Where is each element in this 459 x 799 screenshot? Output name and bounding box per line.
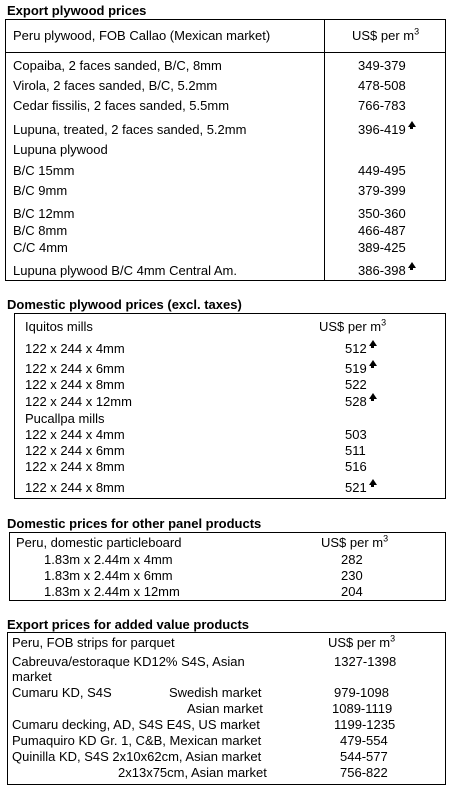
row-price: 519 [345,360,377,376]
added-value-table: Peru, FOB strips for parquet US$ per m3 … [7,632,446,785]
up-arrow-icon [407,121,416,129]
row-price: 544-577 [340,749,388,764]
row-price: 528 [345,393,377,409]
row-name: 2x13x75cm, Asian market [118,765,267,780]
domestic-plywood-table: Iquitos mills US$ per m3 122 x 244 x 4mm… [14,313,446,499]
header-left: Peru, FOB strips for parquet [12,635,175,650]
row-name: Lupuna, treated, 2 faces sanded, 5.2mm [13,122,247,137]
header-left: Peru plywood, FOB Callao (Mexican market… [13,28,271,43]
row-price: 282 [341,552,363,567]
row-name: B/C 9mm [13,183,68,198]
row-market: Swedish market [169,685,262,700]
row-name: Copaiba, 2 faces sanded, B/C, 8mm [13,58,222,73]
domestic-plywood-title: Domestic plywood prices (excl. taxes) [7,297,242,312]
row-name: market [12,669,52,684]
row-name: 122 x 244 x 8mm [25,459,125,474]
row-name: Cabreuva/estoraque KD12% S4S, Asian [12,654,245,669]
row-price: 756-822 [340,765,388,780]
row-price: 396-419 [358,121,416,137]
row-price: 478-508 [358,78,406,93]
row-name: Pucallpa mills [25,411,105,426]
row-name: 122 x 244 x 6mm [25,361,125,376]
up-arrow-icon [368,340,377,348]
header-right: US$ per m3 [352,26,420,43]
row-name: C/C 4mm [13,240,68,255]
header-divider [6,52,445,53]
up-arrow-icon [407,262,416,270]
row-name: Cedar fissilis, 2 faces sanded, 5.5mm [13,98,230,113]
row-name: 122 x 244 x 8mm [25,377,125,392]
row-name: Pumaquiro KD Gr. 1, C&B, Mexican market [12,733,262,748]
header-right: US$ per m3 [328,633,396,650]
row-name: B/C 8mm [13,223,68,238]
row-price: 479-554 [340,733,388,748]
row-price: 512 [345,340,377,356]
row-price: 521 [345,479,377,495]
row-market: Asian market [187,701,263,716]
row-name: 122 x 244 x 12mm [25,394,132,409]
up-arrow-icon [368,393,377,401]
header-left: Peru, domestic particleboard [16,535,182,550]
row-name: B/C 12mm [13,206,75,221]
row-price: 516 [345,459,367,474]
row-name: 1.83m x 2.44m x 12mm [44,584,180,599]
row-name: 1.83m x 2.44m x 4mm [44,552,173,567]
row-price: 1327-1398 [334,654,397,669]
row-price: 389-425 [358,240,406,255]
row-price: 449-495 [358,163,406,178]
row-name: 122 x 244 x 4mm [25,427,125,442]
row-name: 122 x 244 x 8mm [25,480,125,495]
row-price: 204 [341,584,363,599]
row-name: B/C 15mm [13,163,75,178]
up-arrow-icon [368,479,377,487]
row-name: 122 x 244 x 4mm [25,341,125,356]
panel-products-table: Peru, domestic particleboard US$ per m3 … [9,532,446,601]
row-price: 979-1098 [334,685,389,700]
row-price: 766-783 [358,98,406,113]
column-divider [324,20,325,280]
row-price: 466-487 [358,223,406,238]
row-name: Cumaru decking, AD, S4S E4S, US market [12,717,260,732]
row-name: Lupuna plywood B/C 4mm Central Am. [13,263,237,278]
row-price: 503 [345,427,367,442]
row-price: 386-398 [358,262,416,278]
export-plywood-table: Peru plywood, FOB Callao (Mexican market… [5,19,446,281]
row-price: 522 [345,377,367,392]
row-name: Virola, 2 faces sanded, B/C, 5.2mm [13,78,218,93]
export-plywood-title: Export plywood prices [7,3,147,18]
row-name: Cumaru KD, S4S [12,685,112,700]
added-value-title: Export prices for added value products [7,617,249,632]
header-right: US$ per m3 [319,317,387,334]
row-price: 511 [345,443,366,458]
row-price: 1089-1119 [332,701,393,716]
row-price: 350-360 [358,206,406,221]
row-price: 1199-1235 [334,717,396,732]
row-name: 1.83m x 2.44m x 6mm [44,568,173,583]
row-price: 230 [341,568,363,583]
header-right: US$ per m3 [321,533,389,550]
row-price: 349-379 [358,58,406,73]
panel-products-title: Domestic prices for other panel products [7,516,262,531]
row-price: 379-399 [358,183,406,198]
up-arrow-icon [368,360,377,368]
row-name: Lupuna plywood [13,142,108,157]
row-name: Quinilla KD, S4S 2x10x62cm, Asian market [12,749,262,764]
row-name: 122 x 244 x 6mm [25,443,125,458]
header-left: Iquitos mills [25,319,93,334]
